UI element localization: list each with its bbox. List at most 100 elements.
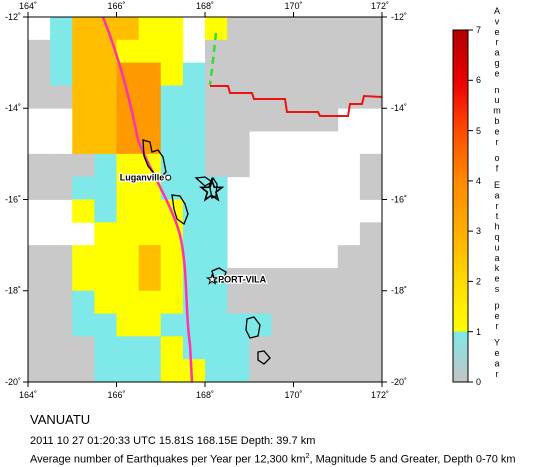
- rate-cell: [28, 290, 51, 314]
- rate-cell: [72, 108, 95, 132]
- rate-cell: [182, 108, 206, 132]
- rate-cell: [94, 313, 117, 337]
- rate-cell: [293, 39, 317, 64]
- ridge-dashed-line: [208, 32, 218, 86]
- rate-cell: [227, 62, 250, 86]
- rate-cell: [227, 131, 250, 155]
- rate-cell: [138, 290, 162, 314]
- rate-cell: [337, 39, 361, 64]
- rate-cell: [72, 359, 95, 382]
- rate-cell: [116, 176, 140, 200]
- island-espiritu-santo: [142, 139, 167, 179]
- rate-cell: [160, 336, 184, 360]
- legend-title-letter: t: [496, 211, 499, 221]
- rate-cell: [227, 267, 250, 292]
- rate-cell: [182, 85, 206, 109]
- rate-cell: [249, 39, 272, 64]
- rate-cell: [50, 62, 73, 86]
- rate-cell: [293, 336, 317, 360]
- rate-cell: [116, 17, 140, 41]
- lon-label-bottom: 172˚: [371, 390, 389, 400]
- rate-cell: [28, 267, 51, 292]
- rate-cell: [50, 267, 73, 292]
- lat-label-left: -12˚: [5, 12, 21, 22]
- city-label-luganville: Luganville: [120, 173, 165, 183]
- lat-label-left: -20˚: [5, 377, 21, 387]
- rate-cell: [205, 359, 228, 382]
- rate-cell: [205, 108, 228, 132]
- legend-title-letter: q: [494, 232, 499, 242]
- rate-cell: [249, 17, 272, 41]
- rate-cell: [205, 199, 228, 223]
- rate-cell: [182, 153, 206, 178]
- rate-cell: [160, 17, 184, 41]
- spreading-boundary-line: [210, 85, 382, 117]
- lon-label-bottom: 168˚: [196, 390, 214, 400]
- rate-cell: [359, 17, 382, 41]
- rate-cell: [359, 39, 382, 64]
- rate-cell: [359, 336, 382, 360]
- rate-cell: [94, 222, 117, 246]
- rate-cell: [72, 62, 95, 86]
- rate-cell: [182, 62, 206, 86]
- rate-cell: [359, 222, 382, 246]
- legend-title-letter: h: [494, 222, 499, 232]
- legend-tick-label: 1: [476, 327, 481, 337]
- legend-ticks: [468, 29, 473, 383]
- lon-label-bottom: 166˚: [107, 390, 125, 400]
- rate-cell: [116, 199, 140, 223]
- legend-tick-label: 6: [476, 75, 481, 85]
- rate-cell: [182, 336, 206, 360]
- rate-cell: [116, 267, 140, 292]
- rate-cell: [227, 85, 250, 109]
- rate-cell: [227, 336, 250, 360]
- rate-cell: [315, 39, 339, 64]
- rate-cell: [337, 336, 361, 360]
- legend-title-letter: b: [494, 116, 499, 126]
- rate-cell: [72, 336, 95, 360]
- rate-cell: [293, 85, 317, 109]
- lat-label-right: -16˚: [391, 195, 407, 205]
- legend-tick-label: 4: [476, 176, 481, 186]
- rate-cell: [50, 290, 73, 314]
- rate-cell: [337, 359, 361, 382]
- region-title: VANUATU: [30, 412, 91, 427]
- rate-cell: [359, 313, 382, 337]
- lon-label-bottom: 164˚: [19, 390, 37, 400]
- lon-label-top: 170˚: [284, 1, 302, 11]
- rate-cell: [116, 359, 140, 382]
- rate-cell: [182, 267, 206, 292]
- lon-label-top: 168˚: [196, 1, 214, 11]
- rate-cell: [138, 199, 162, 223]
- rate-cell: [138, 222, 162, 246]
- rate-cell: [205, 62, 228, 86]
- rate-cell: [315, 290, 339, 314]
- rate-cell: [94, 267, 117, 292]
- legend-title-letter: r: [496, 37, 499, 47]
- legend-title-letter: e: [494, 311, 499, 321]
- rate-cell: [138, 176, 162, 200]
- rate-cell: [94, 39, 117, 64]
- rate-cell: [138, 108, 162, 132]
- rate-cell: [72, 267, 95, 292]
- rate-cell: [271, 336, 294, 360]
- rate-cell: [160, 290, 184, 314]
- rate-cell: [315, 85, 339, 109]
- rate-cell: [315, 336, 339, 360]
- rate-cell: [94, 199, 117, 223]
- rate-cell: [94, 108, 117, 132]
- legend-title-letter: u: [494, 242, 499, 252]
- rate-cell: [160, 39, 184, 64]
- rate-cell: [271, 62, 294, 86]
- event-line: 2011 10 27 01:20:33 UTC 15.81S 168.15E D…: [30, 435, 316, 447]
- rate-cell: [205, 39, 228, 64]
- rate-cell: [138, 359, 162, 382]
- lat-label-left: -18˚: [5, 286, 21, 296]
- rate-cell: [72, 176, 95, 200]
- rate-cell: [160, 245, 184, 269]
- rate-cell: [205, 245, 228, 269]
- rate-cell: [94, 153, 117, 178]
- legend-title-letter: r: [496, 137, 499, 147]
- rate-cell: [249, 267, 272, 292]
